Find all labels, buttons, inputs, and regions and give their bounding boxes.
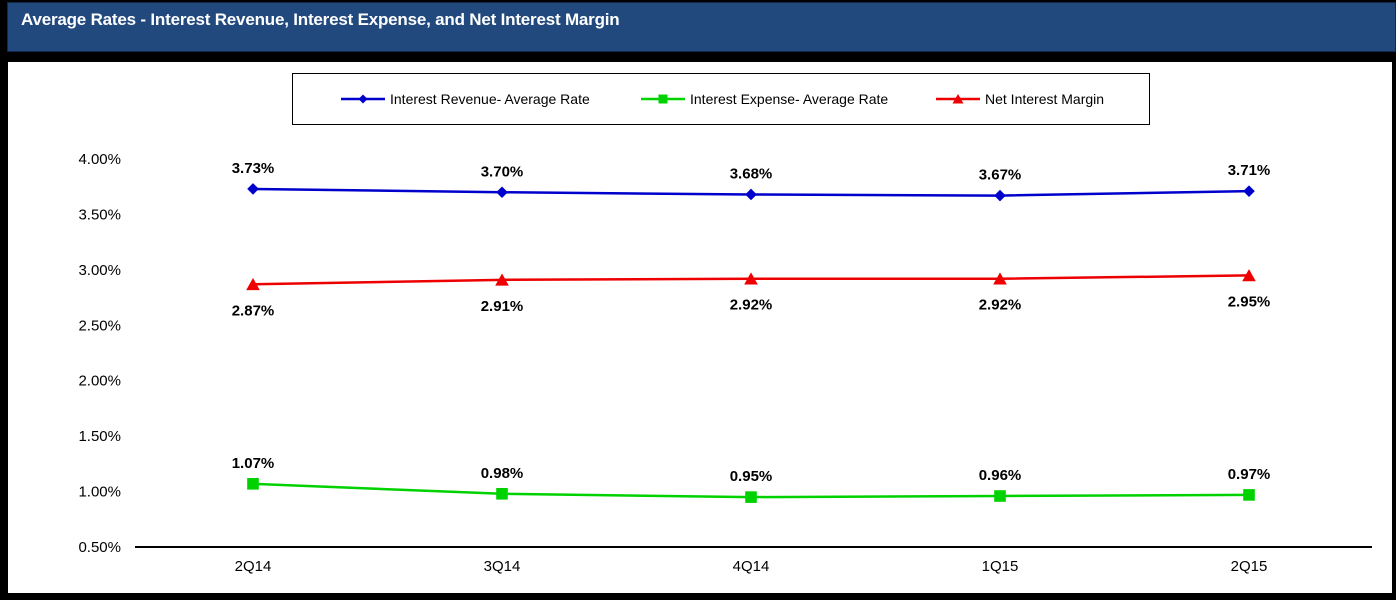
- x-axis-label: 2Q14: [235, 558, 272, 575]
- legend-item-interest-expense: Interest Expense- Average Rate: [641, 74, 888, 124]
- chart-title: Average Rates - Interest Revenue, Intere…: [21, 10, 620, 29]
- y-axis-tick-label: 2.50%: [78, 317, 121, 334]
- y-axis-tick-label: 1.00%: [78, 484, 121, 501]
- data-point-label: 3.70%: [481, 163, 524, 180]
- line-chart-plot: 4.00% 3.50% 3.00% 2.50% 2.00% 1.50% 1.00% 0.50%…: [78, 151, 1372, 575]
- x-axis-label: 2Q15: [1231, 558, 1268, 575]
- data-point-marker: [1243, 185, 1255, 197]
- data-point-label: 2.87%: [232, 302, 275, 319]
- data-point-marker: [1243, 489, 1255, 501]
- data-point-label: 2.91%: [481, 298, 524, 315]
- legend-marker-sample: [658, 94, 668, 104]
- data-point-marker: [744, 272, 758, 285]
- data-point-marker: [496, 487, 508, 500]
- data-point-marker: [994, 189, 1006, 202]
- data-point-marker: [1242, 269, 1256, 282]
- chart-area: 4.00% 3.50% 3.00% 2.50% 2.00% 1.50% 1.00% 0.50%…: [8, 62, 1392, 593]
- y-axis-tick-label: 4.00%: [78, 151, 121, 168]
- line-square-icon: [641, 94, 685, 104]
- title-bar: Average Rates - Interest Revenue, Intere…: [7, 2, 1396, 52]
- data-point-marker: [993, 272, 1007, 285]
- data-point-label: 0.96%: [979, 467, 1022, 484]
- data-point-label: 3.68%: [730, 165, 773, 182]
- y-axis-tick-label: 3.50%: [78, 206, 121, 223]
- data-point-marker: [994, 490, 1006, 502]
- data-point-marker: [495, 273, 509, 286]
- data-point-label: 0.98%: [481, 465, 524, 482]
- legend-item-net-interest-margin: Net Interest Margin: [936, 74, 1104, 124]
- data-point-label: 2.92%: [730, 297, 773, 314]
- legend-marker-sample: [358, 94, 368, 104]
- y-axis-tick-label: 2.00%: [78, 373, 121, 390]
- legend-label-interest-revenue: Interest Revenue- Average Rate: [390, 91, 590, 107]
- y-axis-tick-label: 0.50%: [78, 539, 121, 556]
- data-point-label: 2.95%: [1228, 293, 1271, 310]
- data-point-label: 2.92%: [979, 297, 1022, 314]
- line-diamond-icon: [341, 94, 385, 104]
- data-point-label: 0.97%: [1228, 466, 1271, 483]
- legend-item-interest-revenue: Interest Revenue- Average Rate: [341, 74, 590, 124]
- series-group-2: [246, 269, 1256, 291]
- data-point-label: 3.71%: [1228, 162, 1271, 179]
- data-point-label: 3.73%: [232, 160, 275, 177]
- legend-label-net-interest-margin: Net Interest Margin: [985, 91, 1105, 107]
- y-axis-tick-label: 3.00%: [78, 262, 121, 279]
- line-triangle-icon: [936, 94, 980, 104]
- legend-label-interest-expense: Interest Expense- Average Rate: [690, 91, 889, 107]
- data-point-marker: [247, 478, 259, 490]
- x-axis-label: 3Q14: [484, 558, 521, 575]
- legend: Interest Revenue- Average Rate Interest …: [292, 73, 1150, 125]
- data-point-marker: [246, 277, 260, 291]
- legend-marker-sample: [952, 94, 964, 104]
- data-point-marker: [496, 186, 508, 199]
- x-axis-label: 4Q14: [733, 558, 770, 575]
- data-point-label: 3.67%: [979, 167, 1022, 184]
- series-group-0: [247, 183, 1255, 202]
- x-axis-label: 1Q15: [982, 558, 1019, 575]
- data-point-marker: [247, 183, 259, 195]
- data-point-label: 0.95%: [730, 468, 773, 485]
- data-point-marker: [745, 491, 757, 503]
- series-group-1: [247, 478, 1255, 503]
- y-axis-tick-label: 1.50%: [78, 428, 121, 445]
- data-point-label: 1.07%: [232, 455, 275, 472]
- data-point-marker: [745, 188, 757, 201]
